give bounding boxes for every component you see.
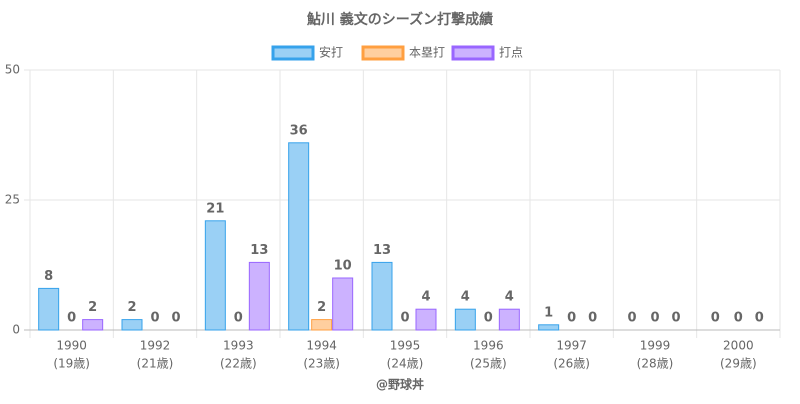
y-tick-label: 25 xyxy=(5,193,20,207)
bar xyxy=(248,261,270,331)
y-tick-label: 0 xyxy=(12,323,20,337)
value-label: 21 xyxy=(206,201,224,216)
bar xyxy=(498,308,520,331)
value-label: 13 xyxy=(373,243,391,258)
x-tick-label: 1999 xyxy=(640,339,671,353)
value-label: 4 xyxy=(461,290,470,305)
chart-title: 鮎川 義文のシーズン打撃成績 xyxy=(307,11,493,28)
x-tick-sublabel: (28歳) xyxy=(637,357,674,371)
value-label: 0 xyxy=(484,311,493,326)
value-label: 0 xyxy=(650,311,659,326)
value-label: 0 xyxy=(627,311,636,326)
value-label: 2 xyxy=(317,300,326,315)
x-tick-label: 1993 xyxy=(223,339,254,353)
value-label: 0 xyxy=(567,311,576,326)
value-label: 0 xyxy=(234,311,243,326)
value-label: 4 xyxy=(421,290,430,305)
value-label: 13 xyxy=(250,243,268,258)
x-tick-sublabel: (26歳) xyxy=(553,357,590,371)
x-tick-sublabel: (22歳) xyxy=(220,357,257,371)
value-label: 0 xyxy=(171,311,180,326)
bar xyxy=(538,324,560,331)
value-label: 0 xyxy=(711,311,720,326)
legend-label: 打点 xyxy=(499,46,523,60)
x-tick-sublabel: (24歳) xyxy=(387,357,424,371)
legend-swatch xyxy=(451,45,495,61)
value-label: 36 xyxy=(290,123,308,138)
value-label: 2 xyxy=(88,300,97,315)
bar xyxy=(311,319,333,331)
value-label: 0 xyxy=(734,311,743,326)
x-tick-label: 2000 xyxy=(723,339,754,353)
bar xyxy=(121,319,143,331)
legend-label: 本塁打 xyxy=(409,46,445,60)
value-label: 4 xyxy=(505,290,514,305)
legend-label: 安打 xyxy=(319,45,343,60)
bar xyxy=(371,261,393,331)
x-tick-label: 1990 xyxy=(56,339,87,353)
bar xyxy=(454,308,476,331)
x-tick-sublabel: (19歳) xyxy=(53,357,90,371)
x-tick-sublabel: (25歳) xyxy=(470,357,507,371)
x-tick-label: 1992 xyxy=(140,339,171,353)
footer: @野球丼 xyxy=(376,377,424,392)
bar xyxy=(82,319,104,331)
legend-swatch xyxy=(271,45,315,61)
x-tick-label: 1996 xyxy=(473,339,504,353)
value-label: 0 xyxy=(400,311,409,326)
x-tick-sublabel: (23歳) xyxy=(303,357,340,371)
value-label: 0 xyxy=(67,311,76,326)
value-label: 0 xyxy=(755,311,764,326)
bar xyxy=(204,220,226,331)
bar xyxy=(332,277,354,331)
x-tick-sublabel: (29歳) xyxy=(720,357,757,371)
x-tick-label: 1995 xyxy=(390,339,421,353)
value-label: 0 xyxy=(150,311,159,326)
bar xyxy=(38,287,60,331)
y-tick-label: 50 xyxy=(5,63,20,77)
value-label: 10 xyxy=(334,259,352,274)
value-label: 2 xyxy=(127,300,136,315)
value-label: 1 xyxy=(544,305,553,320)
legend-swatch xyxy=(361,45,405,61)
value-label: 8 xyxy=(44,269,53,284)
bar xyxy=(288,142,310,331)
x-tick-label: 1997 xyxy=(556,339,587,353)
bar xyxy=(415,308,437,331)
value-label: 0 xyxy=(671,311,680,326)
x-tick-sublabel: (21歳) xyxy=(137,357,174,371)
x-tick-label: 1994 xyxy=(306,339,337,353)
value-label: 0 xyxy=(588,311,597,326)
